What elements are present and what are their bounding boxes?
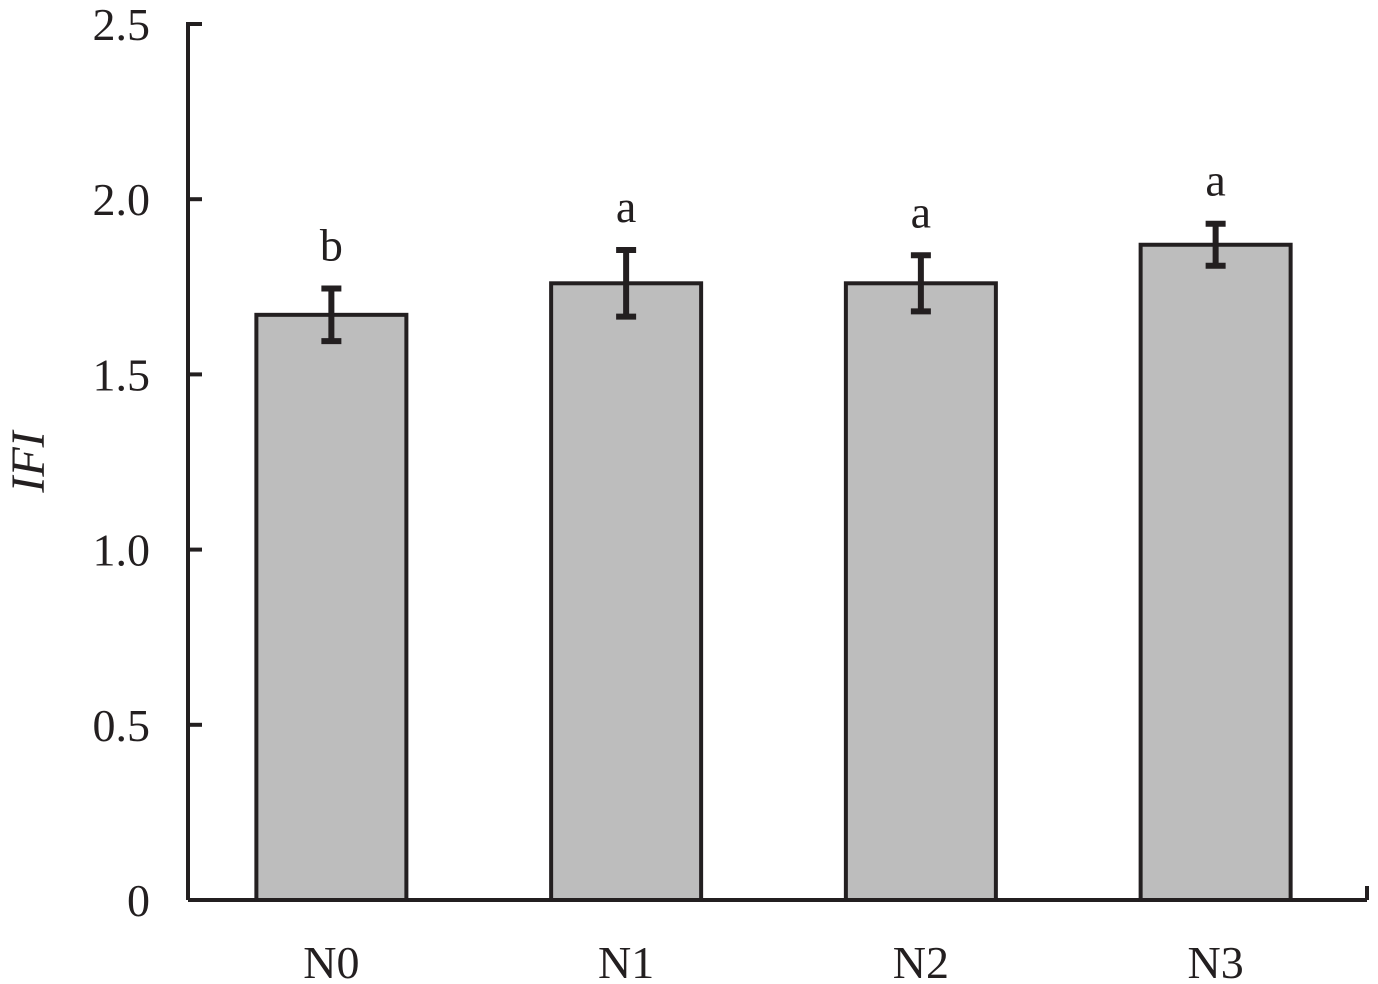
bar-n0: [254, 312, 409, 903]
significance-label: a: [616, 181, 636, 232]
bar-n3: [1138, 242, 1293, 902]
y-tick-label: 0: [127, 875, 150, 926]
x-tick-label: N2: [893, 937, 949, 984]
significance-label: a: [911, 186, 931, 237]
y-axis-label: IFI: [2, 429, 55, 493]
x-tick-label: N1: [598, 937, 654, 984]
x-axis: N0 N1 N2 N3: [188, 886, 1369, 984]
y-axis: 0 0.5 1.0 1.5 2.0 2.5: [93, 0, 202, 926]
y-tick-label: 1.5: [93, 349, 151, 400]
y-tick-label: 1.0: [93, 525, 151, 576]
y-tick-label: 2.0: [93, 174, 151, 225]
significance-label: a: [1205, 155, 1225, 206]
bars: [254, 242, 1293, 903]
significance-label: b: [320, 220, 343, 271]
significance-labels: b a a a: [320, 155, 1226, 271]
x-tick-label: N0: [303, 937, 359, 984]
y-tick-label: 2.5: [93, 0, 151, 50]
error-bars: [321, 220, 1226, 345]
y-tick-label: 0.5: [93, 700, 151, 751]
bar-n2: [843, 281, 998, 902]
bar-n1: [549, 281, 704, 902]
x-tick-label: N3: [1188, 937, 1244, 984]
